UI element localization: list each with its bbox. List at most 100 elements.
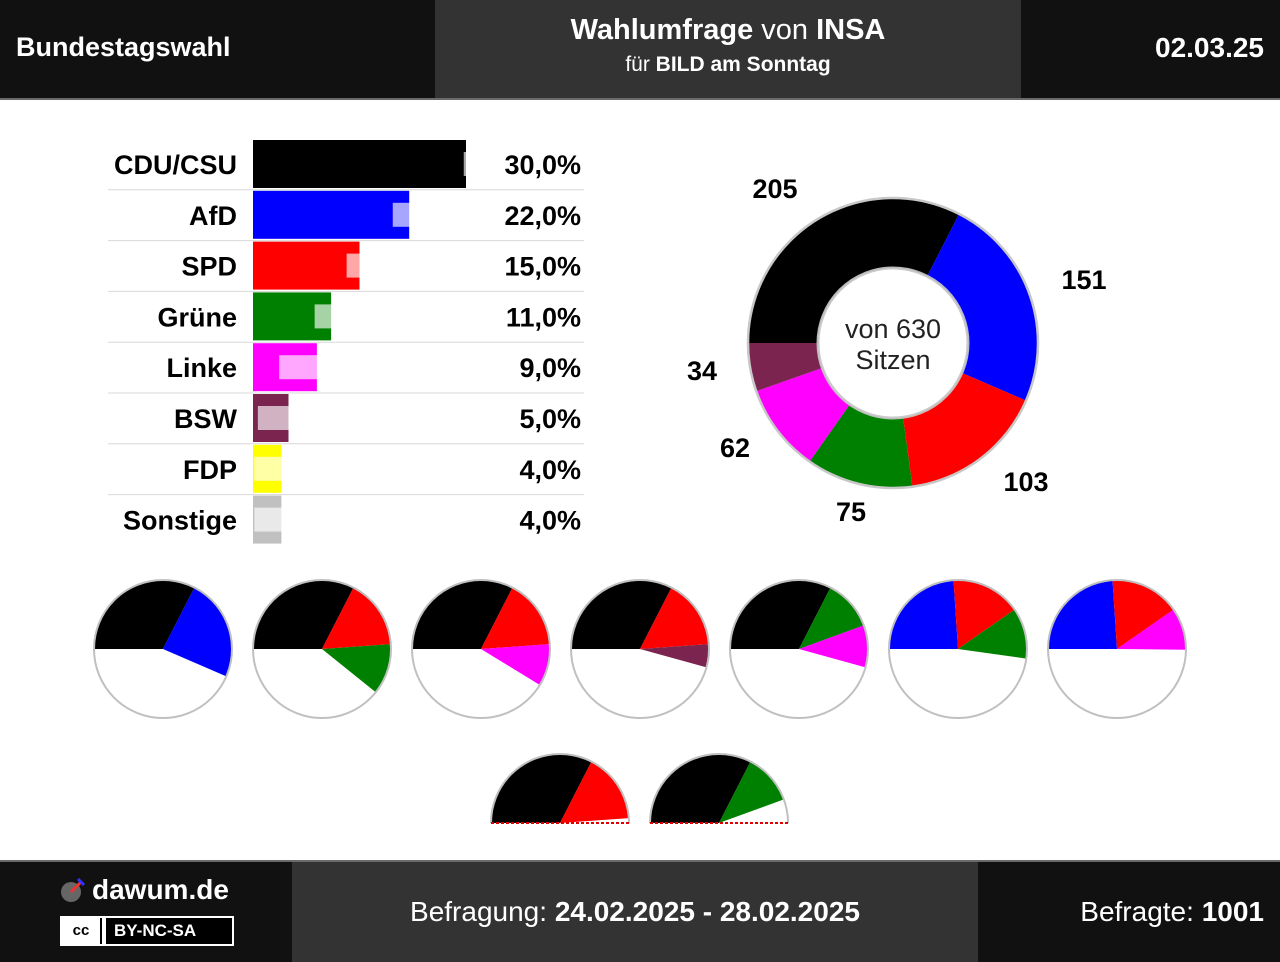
donut-label-2: 103 bbox=[1003, 467, 1048, 497]
bar-label-3: Grüne bbox=[157, 302, 237, 332]
donut-center bbox=[816, 266, 970, 420]
coalition-slice-0 bbox=[491, 754, 592, 823]
coalition-pie-4 bbox=[729, 579, 869, 719]
donut-outline bbox=[746, 196, 1040, 490]
poll-title: Wahlumfrage von INSA bbox=[435, 14, 1021, 47]
bar-label-6: FDP bbox=[183, 455, 237, 485]
coalition-slice-0 bbox=[650, 754, 751, 823]
bar-label-0: CDU/CSU bbox=[114, 150, 237, 180]
donut-slice-0 bbox=[748, 198, 960, 343]
bar-label-7: Sonstige bbox=[123, 506, 237, 536]
logo-text: dawum.de bbox=[92, 874, 229, 905]
poll-date: 02.03.25 bbox=[1155, 32, 1264, 63]
donut-center-label-2: Sitzen bbox=[855, 345, 930, 375]
client-name: BILD am Sonntag bbox=[655, 53, 831, 76]
previous-marker-0 bbox=[463, 152, 504, 176]
coalition-slice-1 bbox=[640, 587, 709, 649]
coalition-slice-2 bbox=[322, 644, 391, 693]
donut-slice-2 bbox=[903, 372, 1027, 487]
coalition-pie-8 bbox=[649, 753, 789, 824]
bar-value-label-7: 4,0% bbox=[519, 506, 581, 536]
coalition-slice-2 bbox=[799, 625, 868, 668]
donut-slice-4 bbox=[756, 367, 850, 462]
respondents-label: Befragte: bbox=[1080, 896, 1194, 927]
respondents: Befragte: 1001 bbox=[1080, 862, 1264, 962]
donut-label-1: 151 bbox=[1061, 265, 1106, 295]
bar-0 bbox=[253, 140, 466, 188]
survey-period: Befragung: 24.02.2025 - 28.02.2025 bbox=[292, 862, 978, 962]
coalition-slice-1 bbox=[1112, 580, 1174, 649]
respondents-value: 1001 bbox=[1201, 896, 1264, 927]
coalition-slice-1 bbox=[953, 580, 1015, 649]
coalition-slice-1 bbox=[322, 587, 391, 649]
previous-marker-4 bbox=[279, 355, 320, 380]
donut-label-5: 34 bbox=[687, 356, 717, 386]
vote-share-bar-chart: CDU/CSU 30,0% AfD 22,0% SPD 15,0% Grüne 11,0% Li… bbox=[108, 140, 584, 544]
bar-label-1: AfD bbox=[189, 201, 237, 231]
previous-marker-2 bbox=[346, 253, 387, 278]
coalition-pie-outline bbox=[411, 579, 551, 719]
bar-label-5: BSW bbox=[174, 404, 238, 434]
footer-bar: dawum.de cc BY-NC-SA Befragung: 24.02.20… bbox=[0, 860, 1280, 962]
previous-marker-3 bbox=[314, 304, 355, 329]
coalition-pie-outline bbox=[1047, 579, 1187, 719]
coalition-slice-2 bbox=[1117, 609, 1186, 650]
subtitle-fuer: für bbox=[625, 53, 650, 76]
bar-value-label-2: 15,0% bbox=[504, 252, 581, 282]
poll-title-von: von bbox=[761, 14, 809, 46]
coalition-slice-0 bbox=[94, 580, 195, 649]
coalition-pie-7 bbox=[490, 753, 630, 824]
coalition-slice-0 bbox=[571, 580, 672, 649]
bar-value-label-6: 4,0% bbox=[519, 455, 581, 485]
donut-label-0: 205 bbox=[752, 174, 797, 204]
coalition-slice-1 bbox=[799, 587, 864, 649]
bar-value-label-5: 5,0% bbox=[519, 404, 581, 434]
coalition-pie-5 bbox=[888, 579, 1028, 719]
donut-slice-1 bbox=[927, 213, 1038, 401]
license-badge[interactable]: cc BY-NC-SA bbox=[60, 916, 234, 946]
coalition-slice-2 bbox=[481, 644, 550, 685]
globe-icon bbox=[61, 877, 86, 902]
bar-label-2: SPD bbox=[181, 252, 237, 282]
bar-label-4: Linke bbox=[166, 353, 237, 383]
institute-name: INSA bbox=[816, 14, 886, 46]
survey-period-value: 24.02.2025 - 28.02.2025 bbox=[554, 896, 860, 927]
coalition-pie-outline bbox=[649, 753, 789, 824]
coalition-pies bbox=[93, 579, 1187, 824]
bar-1 bbox=[253, 190, 410, 239]
header-bar: Bundestagswahl Wahlumfrage von INSA für … bbox=[0, 0, 1280, 100]
survey-period-label: Befragung: bbox=[410, 896, 548, 927]
donut-slice-3 bbox=[809, 404, 913, 488]
election-title: Bundestagswahl bbox=[16, 32, 231, 62]
coalition-slice-0 bbox=[1048, 580, 1117, 649]
bar-value-label-4: 9,0% bbox=[519, 353, 581, 383]
coalition-slice-1 bbox=[560, 761, 629, 823]
coalition-pie-outline bbox=[729, 579, 869, 719]
cc-icon: cc bbox=[62, 918, 102, 944]
coalition-pie-outline bbox=[252, 579, 392, 719]
previous-marker-1 bbox=[392, 202, 433, 227]
coalition-pie-outline bbox=[570, 579, 710, 719]
bar-2 bbox=[253, 241, 360, 290]
donut-label-3: 75 bbox=[836, 497, 866, 527]
coalition-pie-outline bbox=[93, 579, 233, 719]
coalition-pie-outline bbox=[490, 753, 630, 824]
poll-title-box: Wahlumfrage von INSA für BILD am Sonntag bbox=[435, 0, 1021, 98]
coalition-slice-0 bbox=[253, 580, 354, 649]
coalition-slice-0 bbox=[889, 580, 958, 649]
donut-slice-5 bbox=[748, 343, 823, 392]
coalition-pie-outline bbox=[888, 579, 1028, 719]
coalition-slice-0 bbox=[730, 580, 831, 649]
poll-title-main: Wahlumfrage bbox=[570, 14, 754, 46]
previous-marker-5 bbox=[257, 406, 298, 430]
coalition-slice-2 bbox=[958, 609, 1027, 659]
coalition-slice-1 bbox=[481, 587, 550, 649]
coalition-slice-1 bbox=[719, 761, 784, 823]
coalition-pie-3 bbox=[570, 579, 710, 719]
previous-marker-7 bbox=[254, 507, 295, 532]
bar-value-label-0: 30,0% bbox=[504, 150, 581, 180]
coalition-pie-6 bbox=[1047, 579, 1187, 719]
dawum-logo[interactable]: dawum.de bbox=[60, 874, 229, 906]
coalition-pie-0 bbox=[93, 579, 233, 719]
previous-marker-6 bbox=[254, 456, 295, 481]
